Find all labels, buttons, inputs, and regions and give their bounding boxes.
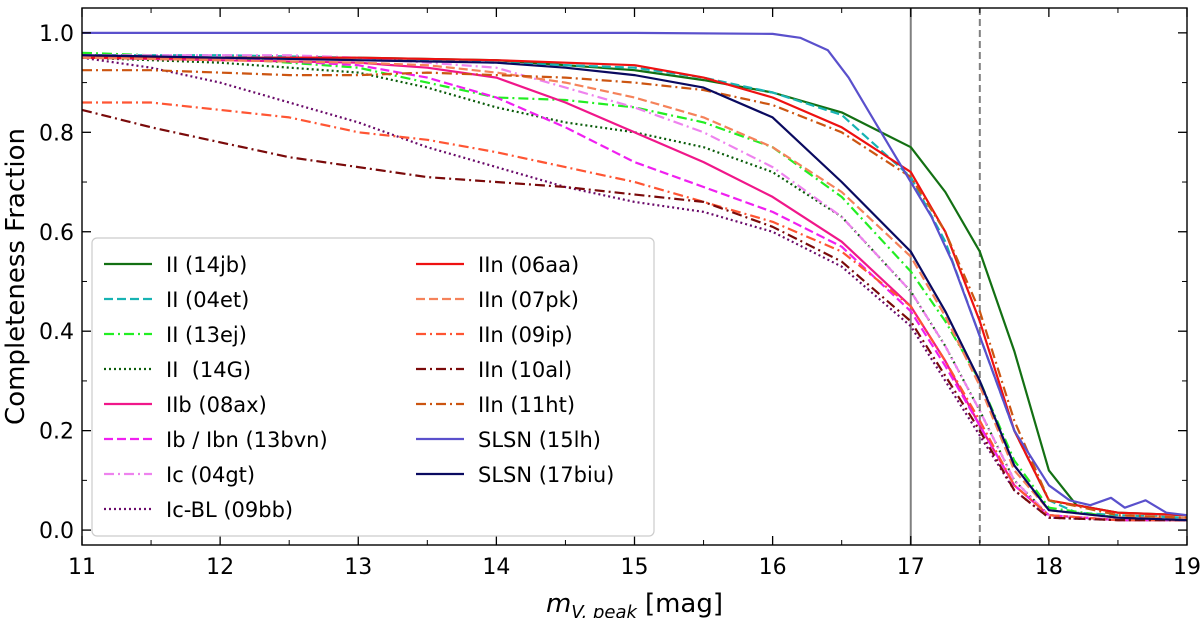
y-tick-label: 0.8 (39, 121, 74, 146)
y-tick-label: 0.6 (39, 221, 74, 246)
y-tick-label: 0.0 (39, 519, 74, 544)
legend-label-14: SLSN (15lh) (478, 428, 601, 452)
x-axis-title-math: m (546, 589, 571, 618)
x-tick-label: 12 (206, 555, 234, 580)
legend-box (91, 237, 655, 537)
legend-label-2: II (04et) (166, 288, 249, 312)
legend-label-9: IIn (06aa) (478, 253, 579, 277)
x-tick-label: 11 (68, 555, 96, 580)
legend-label-3: II (13ej) (166, 323, 247, 347)
legend-label-15: SLSN (17biu) (478, 463, 614, 487)
series-line-9 (82, 56, 1188, 517)
x-tick-label: 14 (482, 555, 510, 580)
series-line-11 (82, 101, 1187, 522)
legend-label-5: IIb (08ax) (166, 393, 267, 417)
series-line-13 (82, 69, 1188, 519)
x-axis-title-subscript: V, peak (571, 602, 638, 618)
y-tick-label: 0.2 (39, 420, 74, 445)
legend-label-1: II (14jb) (166, 253, 247, 277)
series-line-7 (82, 54, 1187, 522)
legend-label-4: II (14G) (166, 358, 251, 382)
y-axis-title: Completeness Fraction (1, 128, 31, 425)
series-line-10 (81, 56, 1187, 519)
legend-label-12: IIn (10al) (478, 358, 572, 382)
y-tick-label: 1.0 (39, 22, 74, 47)
legend-label-10: IIn (07pk) (478, 288, 579, 312)
series-line-14 (82, 31, 1188, 517)
x-tick-label: 17 (897, 555, 925, 580)
series-line-15 (81, 54, 1188, 522)
x-tick-label: 18 (1035, 555, 1063, 580)
series-line-2 (82, 54, 1188, 519)
series-line-12 (81, 108, 1187, 522)
legend-label-6: Ib / Ibn (13bvn) (166, 428, 328, 452)
axis-ticks: 11 12 13 14 15 16 17 18 19 0.0 0.2 0.4 0.6 0.8 1.0 (39, 8, 1200, 580)
legend-label-13: IIn (11ht) (478, 393, 575, 417)
x-tick-label: 15 (621, 555, 649, 580)
x-axis-title-unit: [mag] (645, 589, 723, 618)
y-tick-label: 0.4 (39, 320, 74, 345)
legend-label-11: IIn (09ip) (478, 323, 573, 347)
reference-lines (909, 8, 981, 545)
legend-label-7: Ic (04gt) (166, 463, 255, 487)
x-tick-label: 19 (1173, 555, 1200, 580)
x-tick-label: 13 (344, 555, 372, 580)
x-axis-title: mV, peak [mag] (546, 589, 723, 618)
x-tick-label: 16 (759, 555, 787, 580)
legend-label-8: Ic-BL (09bb) (166, 498, 293, 522)
legend: II (14jb) II (04et) II (13ej) II (14G) IIb (… (91, 237, 655, 537)
series-lines (81, 31, 1188, 522)
